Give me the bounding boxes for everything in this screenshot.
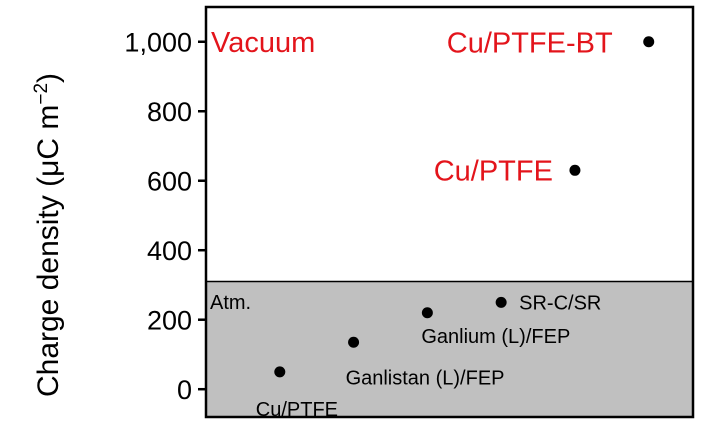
- y-tick-label: 0: [177, 375, 192, 405]
- plot-frame: [204, 5, 695, 419]
- region-label-vacuum: Vacuum: [211, 27, 315, 59]
- y-axis-title-close: ): [32, 73, 65, 83]
- point-labels: Vacuum Atm. Cu/PTFE Ganlistan (L)/FEP Ganliu…: [210, 27, 613, 421]
- y-tick-label: 400: [147, 236, 192, 266]
- y-tick-label: 600: [147, 167, 192, 197]
- point-label: Ganlistan (L)/FEP: [346, 367, 505, 389]
- point-label: SR-C/SR: [519, 292, 601, 314]
- y-axis-title-main: Charge density (μC m: [32, 105, 65, 397]
- data-point: [348, 336, 360, 348]
- plot-border: [204, 5, 695, 419]
- data-points: [274, 36, 655, 378]
- region-label-atm: Atm.: [210, 292, 251, 314]
- data-point: [569, 164, 581, 176]
- point-label: Ganlium (L)/FEP: [421, 326, 570, 348]
- region-vacuum: [206, 7, 693, 282]
- data-point: [495, 296, 507, 308]
- point-label: Cu/PTFE: [434, 155, 553, 187]
- y-axis-title-sup: −2: [31, 83, 52, 105]
- y-tick-label: 800: [147, 97, 192, 127]
- y-axis: 0 200 400 600 800 1,000: [124, 28, 206, 405]
- point-label: Cu/PTFE-BT: [447, 28, 613, 60]
- region-atm: [206, 281, 693, 417]
- point-label: Cu/PTFE: [256, 399, 338, 421]
- data-point: [643, 36, 655, 48]
- data-point: [421, 307, 433, 319]
- data-point: [274, 366, 286, 378]
- y-axis-title: Charge density (μC m−2): [31, 73, 65, 397]
- regions: [206, 7, 693, 417]
- y-tick-label: 200: [147, 306, 192, 336]
- y-tick-label: 1,000: [124, 28, 192, 58]
